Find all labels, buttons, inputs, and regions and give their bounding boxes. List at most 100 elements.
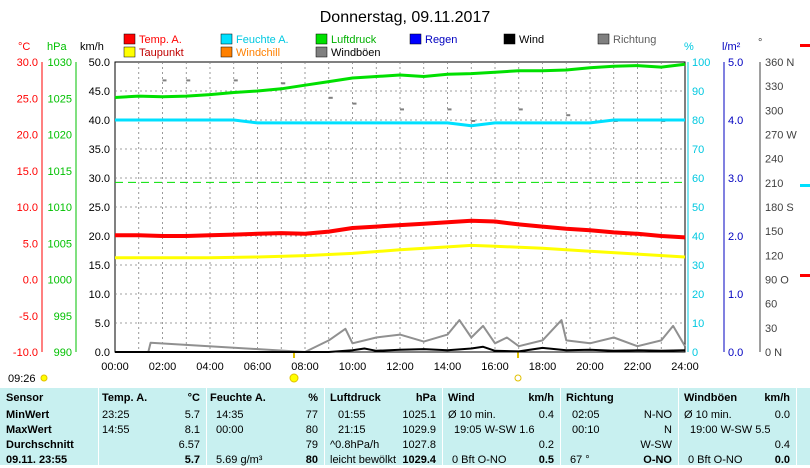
series-line-wind <box>115 345 686 353</box>
stats-humidity-abs: 5.69 g/m³ <box>216 454 263 466</box>
pressure-tick-label: 1020 <box>48 130 72 142</box>
sunrise-time: 09:26 <box>8 373 36 385</box>
stats-label-min: MinWert <box>6 409 50 421</box>
stats-direction-max-time: 00:10 <box>572 424 600 436</box>
wind-tick-label: 5.0 <box>95 318 110 330</box>
pressure-axis-unit: hPa <box>47 41 67 53</box>
wind-tick-label: 15.0 <box>89 260 110 272</box>
legend-swatch <box>220 33 233 45</box>
rain-tick-label: 5.0 <box>728 57 743 69</box>
wind-tick-label: 35.0 <box>89 144 110 156</box>
stats-humidity-min-time: 14:35 <box>216 409 244 421</box>
legend-swatch <box>123 46 136 58</box>
humidity-tick-label: 90 <box>692 86 704 98</box>
pressure-tick-label: 990 <box>54 347 72 359</box>
legend-swatch <box>220 46 233 58</box>
side-marker <box>800 274 810 277</box>
direction-axis-unit: ° <box>758 37 762 49</box>
pressure-tick-label: 1030 <box>48 57 72 69</box>
stats-gusts-unit: km/h <box>764 392 790 404</box>
direction-point <box>233 79 238 82</box>
direction-point <box>328 96 333 99</box>
series-line-temp-a <box>115 218 686 240</box>
legend-label: Wind <box>519 34 544 46</box>
legend-label: Taupunkt <box>139 47 184 59</box>
direction-tick-label: 60 <box>765 299 777 311</box>
humidity-tick-label: 40 <box>692 231 704 243</box>
humidity-tick-label: 10 <box>692 318 704 330</box>
time-tick-label: 24:00 <box>671 361 699 373</box>
time-tick-label: 02:00 <box>149 361 177 373</box>
legend-swatch <box>409 33 422 45</box>
stats-humidity-avg: 79 <box>305 439 318 451</box>
humidity-tick-label: 30 <box>692 260 704 272</box>
direction-point <box>400 108 404 111</box>
pressure-tick-label: 1015 <box>48 166 72 178</box>
humidity-tick-label: 100 <box>692 57 710 69</box>
stats-temp-header: Temp. A. <box>102 392 148 404</box>
legend-label: Regen <box>425 34 457 46</box>
rain-tick-label: 4.0 <box>728 115 743 127</box>
humidity-tick-label: 20 <box>692 289 704 301</box>
legend-label: Richtung <box>613 34 656 46</box>
sun-marker <box>289 373 299 383</box>
chart-title: Donnerstag, 09.11.2017 <box>320 9 491 26</box>
legend-swatch <box>503 33 516 45</box>
temp-tick-label: 20.0 <box>17 130 38 142</box>
direction-point <box>518 108 523 111</box>
series-line-windb-en <box>115 319 686 353</box>
stats-direction-min: N-NO <box>643 409 672 421</box>
direction-point <box>447 108 452 111</box>
temp-tick-label: 30.0 <box>17 57 38 69</box>
temp-tick-label: 25.0 <box>17 93 38 105</box>
stats-humidity-unit: % <box>308 392 318 404</box>
direction-tick-label: 30 <box>765 323 777 335</box>
wind-tick-label: 0.0 <box>95 347 110 359</box>
stats-temp-col: Temp. A. °C 23:25 5.7 14:55 8.1 6.57 5.7 <box>98 388 207 466</box>
direction-point <box>352 102 357 105</box>
axes: °C 30.0 25.0 20.0 15.0 10.0 5.0 0.0 -5.0 -10.0 hPa… <box>13 37 810 383</box>
legend-label: Windchill <box>236 47 280 59</box>
stats-gusts-current: 0.0 <box>774 454 790 466</box>
stats-gusts-bft: 0 Bft O-NO <box>688 454 743 466</box>
statistics-table: Sensor MinWert MaxWert Durchschnitt 09.1… <box>0 388 810 466</box>
series-line-taupunkt <box>115 243 686 260</box>
wind-tick-label: 20.0 <box>89 231 110 243</box>
stats-pressure-current: 1029.4 <box>402 454 436 466</box>
humidity-tick-label: 70 <box>692 144 704 156</box>
stats-direction-degrees: 67 ° <box>570 454 590 466</box>
time-tick-label: 20:00 <box>576 361 604 373</box>
direction-point <box>186 79 191 82</box>
direction-point <box>566 114 571 117</box>
temp-tick-label: -10.0 <box>13 347 38 359</box>
side-marker <box>800 184 810 187</box>
direction-tick-label: 120 <box>765 250 783 262</box>
time-tick-label: 12:00 <box>386 361 414 373</box>
stats-wind-max: 19:05 W-SW 1.6 <box>454 424 535 436</box>
stats-temp-avg: 6.57 <box>178 439 200 451</box>
stats-humidity-min: 77 <box>305 409 318 421</box>
direction-tick-label: 90 O <box>765 275 789 287</box>
legend-label: Feuchte A. <box>236 34 289 46</box>
stats-label-current: 09.11. 23:55 <box>6 454 68 466</box>
wind-axis-unit: km/h <box>80 41 104 53</box>
pressure-tick-label: 1025 <box>48 93 72 105</box>
weather-chart: Donnerstag, 09.11.2017 Temp. A. Feuchte A… <box>8 9 810 385</box>
stats-pressure-min: 1025.1 <box>402 409 436 421</box>
stats-direction-max: N <box>664 424 672 436</box>
sunset-marker <box>514 374 522 382</box>
time-tick-label: 18:00 <box>529 361 557 373</box>
stats-humidity-max-time: 00:00 <box>216 424 244 436</box>
time-tick-label: 22:00 <box>624 361 652 373</box>
stats-humidity-max: 80 <box>305 424 318 436</box>
stats-temp-min: 5.7 <box>184 409 200 421</box>
time-tick-label: 04:00 <box>196 361 224 373</box>
legend: Temp. A. Feuchte A. Luftdruck Regen Wind Rich… <box>123 33 656 59</box>
stats-pressure-avg: 1027.8 <box>402 439 436 451</box>
direction-tick-label: 360 N <box>765 57 794 69</box>
direction-tick-label: 0 N <box>765 347 782 359</box>
side-marker <box>800 44 810 47</box>
stats-pressure-header: Luftdruck <box>330 392 381 404</box>
pressure-tick-label: 1010 <box>48 202 72 214</box>
temp-tick-label: 0.0 <box>23 275 38 287</box>
